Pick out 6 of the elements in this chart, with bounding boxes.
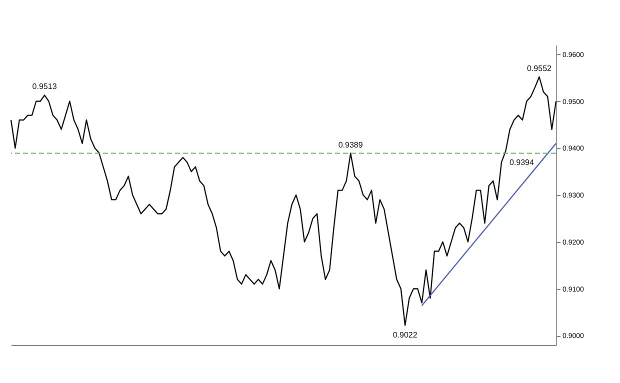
line-series	[10, 76, 557, 326]
annotation: 0.9513	[32, 82, 58, 92]
annotation: 0.9389	[338, 140, 364, 150]
annotation: 0.9552	[526, 64, 552, 73]
annotation: 0.9394	[509, 158, 534, 167]
annotation: 0.9022	[392, 330, 418, 340]
